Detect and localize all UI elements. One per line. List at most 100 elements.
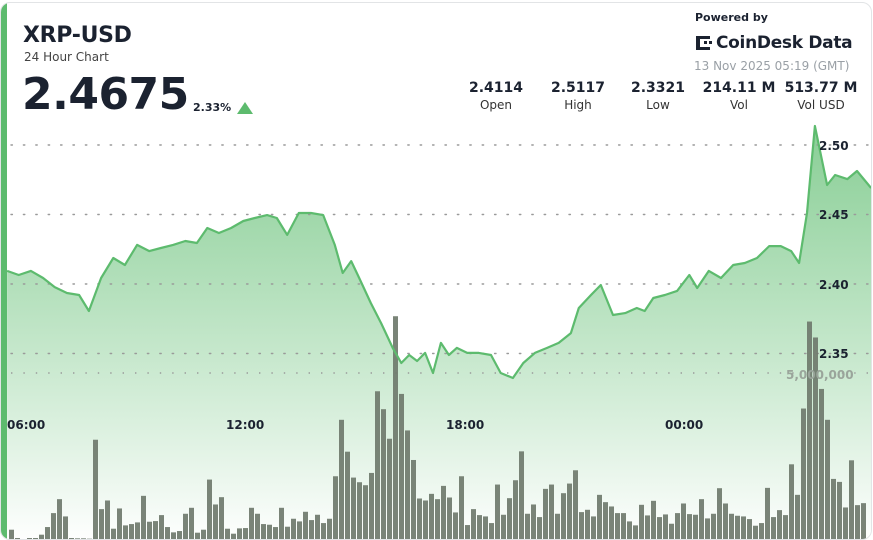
volume-bar	[327, 518, 332, 539]
volume-bar	[693, 514, 698, 539]
volume-bar	[63, 516, 68, 539]
volume-bar	[717, 488, 722, 539]
price-change: 2.33%	[193, 101, 232, 114]
accent-bar	[1, 3, 7, 539]
volume-bar	[447, 497, 452, 539]
volume-bar	[213, 504, 218, 539]
y-tick-label: 2.40	[819, 278, 849, 292]
volume-bar	[501, 514, 506, 539]
volume-bar	[219, 497, 224, 539]
volume-bar	[435, 499, 440, 539]
volume-bar	[411, 459, 416, 539]
volume-bar	[621, 513, 626, 539]
volume-bar	[597, 494, 602, 539]
volume-bar	[375, 391, 380, 539]
volume-bar	[651, 500, 656, 539]
stat-open: 2.4114 Open	[468, 80, 524, 112]
volume-bar	[231, 533, 236, 539]
volume-bar	[15, 538, 20, 539]
volume-bar	[123, 525, 128, 539]
volume-bar	[681, 503, 686, 539]
volume-bar	[51, 513, 56, 539]
volume-bar	[591, 516, 596, 539]
volume-bar	[261, 524, 266, 539]
volume-bar	[573, 470, 578, 539]
volume-bar	[267, 524, 272, 539]
volume-bar	[465, 525, 470, 539]
volume-bar	[399, 393, 404, 539]
volume-bar	[747, 519, 752, 539]
volume-bar	[603, 502, 608, 539]
volume-bar	[813, 337, 818, 539]
volume-bar	[807, 321, 812, 539]
volume-bar	[705, 518, 710, 539]
volume-bar	[279, 507, 284, 539]
volume-bar	[663, 514, 668, 539]
x-tick-label: 18:00	[446, 418, 484, 432]
volume-bar	[69, 538, 74, 539]
volume-bar	[291, 518, 296, 539]
volume-bar	[507, 498, 512, 539]
volume-bar	[471, 509, 476, 539]
volume-bar	[129, 524, 134, 539]
powered-by-label: Powered by	[695, 11, 768, 24]
volume-bar	[117, 508, 122, 539]
volume-bar	[177, 531, 182, 539]
volume-bar	[285, 526, 290, 539]
volume-bar	[489, 523, 494, 539]
volume-bar	[441, 485, 446, 539]
volume-bar	[585, 509, 590, 539]
pair-title: XRP-USD	[23, 23, 132, 48]
timestamp: 13 Nov 2025 05:19 (GMT)	[694, 59, 850, 73]
volume-bar	[249, 507, 254, 539]
volume-bar	[135, 522, 140, 539]
up-arrow-icon	[237, 102, 253, 114]
stat-high: 2.5117 High	[550, 80, 606, 112]
volume-bar	[45, 527, 50, 539]
volume-bar	[657, 517, 662, 539]
y-tick-label: 2.35	[819, 347, 849, 361]
volume-bar	[639, 504, 644, 539]
volume-bar	[183, 513, 188, 539]
volume-bar	[141, 495, 146, 539]
volume-bar	[333, 476, 338, 539]
volume-bar	[357, 482, 362, 539]
volume-bar	[855, 505, 860, 539]
volume-bar	[309, 520, 314, 539]
volume-bar	[81, 538, 86, 539]
volume-bar	[723, 503, 728, 539]
volume-bar	[645, 515, 650, 539]
y-tick-label: 2.45	[819, 208, 849, 222]
volume-bar	[741, 516, 746, 539]
volume-bar	[171, 532, 176, 539]
current-price: 2.4675	[22, 69, 189, 120]
volume-bar	[207, 479, 212, 539]
volume-bar	[195, 532, 200, 539]
volume-bar	[537, 517, 542, 539]
volume-bar	[369, 472, 374, 539]
volume-bar	[783, 515, 788, 539]
volume-bar	[495, 484, 500, 539]
stat-vol: 214.11 M Vol	[702, 80, 776, 112]
volume-bar	[609, 506, 614, 539]
stat-vol-usd: 513.77 M Vol USD	[784, 80, 858, 112]
volume-bar	[549, 484, 554, 539]
volume-bar	[453, 512, 458, 539]
chart-subtitle: 24 Hour Chart	[24, 50, 109, 64]
volume-bar	[477, 515, 482, 539]
volume-bar	[555, 513, 560, 539]
volume-bar	[105, 500, 110, 539]
volume-bar	[699, 499, 704, 539]
volume-bar	[33, 538, 38, 539]
volume-bar	[615, 513, 620, 539]
volume-bar	[543, 488, 548, 539]
volume-bar	[483, 516, 488, 539]
y-tick-label: 2.50	[819, 139, 849, 153]
volume-bar	[393, 316, 398, 539]
volume-bar	[405, 430, 410, 539]
volume-bar	[273, 527, 278, 539]
volume-bar	[513, 480, 518, 539]
volume-bar	[831, 478, 836, 539]
volume-bar	[837, 481, 842, 539]
volume-bar	[825, 419, 830, 539]
